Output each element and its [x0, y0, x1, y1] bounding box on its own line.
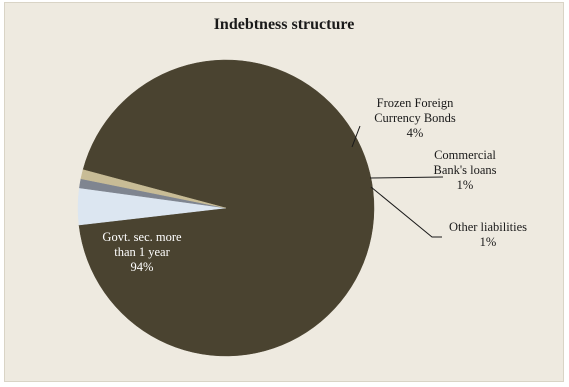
leader-lines	[351, 125, 444, 238]
data-label-3: Commercial Bank's loans 1%	[433, 148, 496, 192]
leader-line-4	[370, 186, 442, 238]
leader-line-2	[351, 125, 361, 148]
pie-slice-4	[80, 169, 227, 209]
chart-title: Indebtness structure	[214, 16, 355, 33]
data-label-4: Other liabilities 1%	[449, 220, 527, 249]
leader-line-3	[369, 176, 444, 179]
data-labels: Govt. sec. more than 1 year 94% Frozen Fore…	[102, 96, 527, 274]
pie-slice-1	[78, 59, 375, 357]
pie-slices	[77, 59, 375, 357]
data-label-1: Govt. sec. more than 1 year 94%	[102, 230, 182, 274]
data-label-2: Frozen Foreign Currency Bonds 4%	[374, 96, 456, 140]
